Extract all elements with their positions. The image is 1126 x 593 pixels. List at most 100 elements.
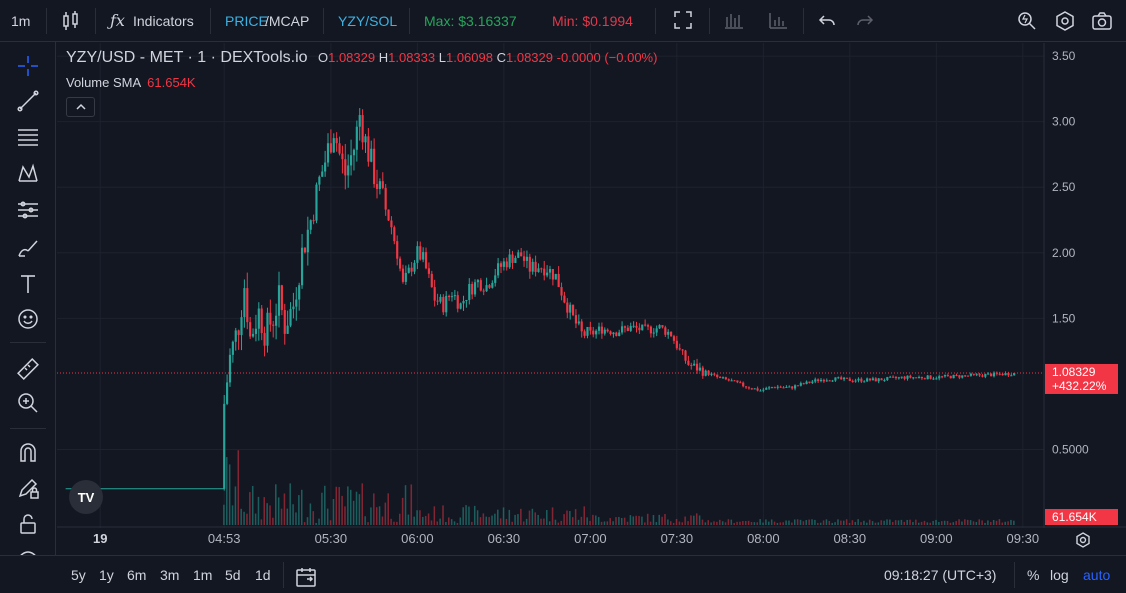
volume-bar [730, 519, 733, 525]
candle-body [690, 364, 693, 366]
volume-bar [488, 517, 490, 525]
volume-bar [791, 522, 793, 525]
text-icon[interactable] [12, 269, 44, 299]
volume-bar [892, 522, 894, 525]
zoom-in-icon[interactable] [12, 388, 44, 418]
volume-bars-icon[interactable] [768, 11, 788, 33]
volume-bar [825, 519, 828, 525]
volume-bar [727, 519, 730, 525]
volume-bar [318, 518, 320, 525]
volume-bar [387, 493, 389, 525]
candle-body [817, 379, 820, 382]
volume-bar [511, 521, 513, 525]
redo-icon[interactable] [855, 11, 875, 33]
chart-pane[interactable]: 3.50 3.00 2.50 2.00 1.50 0.5000 1.08329 +432.22… [57, 43, 1126, 528]
volume-bar [667, 519, 669, 525]
tradingview-logo[interactable]: TV [69, 480, 103, 514]
lock-icon[interactable] [12, 509, 44, 539]
volume-bar [554, 519, 557, 525]
x-tick-label: 09:30 [1006, 531, 1040, 546]
lock-drawing-icon[interactable] [12, 473, 44, 503]
candle-body [399, 258, 402, 269]
candle-body [825, 380, 828, 382]
volume-bar [1001, 522, 1004, 525]
fullscreen-icon[interactable] [673, 10, 693, 32]
volume-bar [675, 518, 678, 525]
volume-value: 61.654K [147, 75, 196, 90]
candle-body [742, 382, 745, 387]
volume-bar [243, 511, 245, 525]
candle-body [638, 327, 641, 331]
interval-button[interactable]: 1m [11, 13, 31, 29]
candle-body [776, 386, 779, 388]
fx-icon[interactable]: ƒx [110, 11, 125, 30]
range-5y[interactable]: 5y [71, 567, 86, 583]
undo-icon[interactable] [817, 11, 837, 33]
log-toggle[interactable]: log [1050, 567, 1069, 583]
range-1d[interactable]: 1d [255, 567, 271, 583]
crosshair-icon[interactable] [12, 51, 44, 81]
candle-body [756, 388, 759, 391]
bars-icon[interactable] [724, 11, 744, 33]
volume-bar [842, 520, 845, 525]
candle-body [338, 143, 341, 154]
candle-body [393, 227, 396, 242]
volume-bar [292, 504, 294, 525]
volume-bar [883, 520, 885, 525]
candle-body [508, 254, 511, 268]
volume-bar [566, 510, 568, 525]
fib-icon[interactable] [12, 122, 44, 152]
x-tick-label: 08:30 [833, 531, 867, 546]
ruler-icon[interactable] [12, 354, 44, 384]
volume-bar [251, 485, 254, 525]
trend-line-icon[interactable] [12, 86, 44, 116]
volume-bar [874, 522, 877, 525]
volume-bar [612, 521, 614, 525]
range-6m[interactable]: 6m [127, 567, 147, 583]
calendar-icon[interactable] [295, 564, 317, 587]
quick-search-icon[interactable] [1016, 10, 1038, 32]
settings-icon[interactable] [1054, 10, 1076, 32]
volume-bar [300, 489, 303, 525]
emoji-icon[interactable] [12, 304, 44, 334]
forecast-icon[interactable] [12, 195, 44, 225]
collapse-legend-button[interactable] [66, 97, 95, 117]
price-toggle[interactable]: PRICE [225, 13, 268, 29]
percent-toggle[interactable]: % [1027, 567, 1040, 583]
price-chart[interactable]: 3.503.002.502.001.500.50001.08329+432.22… [57, 43, 1126, 528]
candle-body [900, 376, 903, 378]
clock-time[interactable]: 09:18:27 (UTC+3) [884, 567, 997, 583]
pair-toggle[interactable]: YZY/SOL [338, 13, 398, 29]
ohlc-values: O1.08329 H1.08333 L1.06098 C1.08329 -0.0… [318, 50, 657, 65]
volume-bar [468, 506, 470, 525]
mcap-toggle[interactable]: /MCAP [265, 13, 310, 29]
pattern-icon[interactable] [12, 159, 44, 189]
candle-body [770, 387, 774, 389]
magnet-icon[interactable] [12, 438, 44, 468]
indicators-button[interactable]: Indicators [133, 13, 194, 29]
candle-type-icon[interactable] [60, 10, 82, 32]
volume-bar [546, 509, 548, 525]
range-3m[interactable]: 3m [160, 567, 180, 583]
volume-bar [952, 522, 955, 525]
divider [46, 8, 47, 34]
candle-body [312, 220, 315, 222]
y-tick-label: 3.00 [1052, 115, 1076, 129]
volume-bar [724, 522, 727, 525]
candle-body [326, 143, 330, 163]
low-label: L [438, 50, 446, 65]
volume-bar [424, 515, 427, 525]
axis-settings-icon[interactable] [1074, 531, 1092, 554]
range-5d[interactable]: 5d [225, 567, 241, 583]
candle-body [413, 262, 416, 272]
volume-bar [964, 519, 966, 525]
divider [95, 8, 96, 34]
range-1y[interactable]: 1y [99, 567, 114, 583]
volume-bar [231, 505, 234, 525]
brush-icon[interactable] [12, 233, 44, 263]
range-1m[interactable]: 1m [193, 567, 213, 583]
volume-bar [600, 521, 603, 525]
auto-toggle[interactable]: auto [1083, 567, 1111, 583]
volume-bar [672, 522, 675, 525]
camera-icon[interactable] [1091, 10, 1113, 32]
